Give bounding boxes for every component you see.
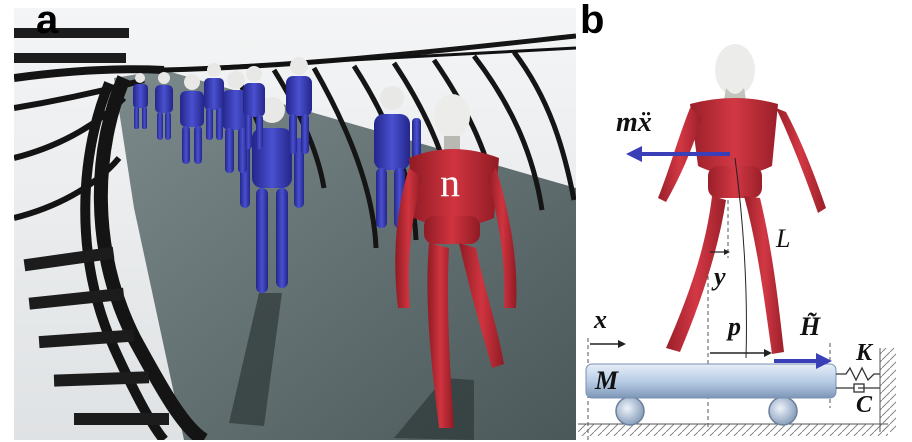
mass-label: M (595, 366, 619, 395)
red-figure (658, 44, 826, 354)
panel-a-label: a (36, 0, 59, 42)
y-label: y (714, 262, 726, 291)
p-label: p (728, 312, 741, 341)
blue-pedestrian (286, 57, 312, 154)
length-label: L (776, 224, 791, 253)
panel-b-label: b (580, 0, 605, 42)
pedestrian-shadows (229, 293, 474, 440)
damping-label: C (856, 392, 873, 418)
bridge-beam (585, 363, 837, 399)
panel-b-schematic (578, 8, 904, 440)
H-label: H̃ (800, 312, 821, 341)
damper (836, 383, 880, 393)
blue-pedestrian (155, 72, 173, 140)
ground (578, 424, 888, 436)
stiffness-label: K (856, 340, 873, 366)
spring (836, 366, 880, 382)
blue-pedestrian (243, 66, 265, 149)
left-fins (14, 28, 169, 425)
panel-a-scene: n (14, 8, 576, 440)
blue-pedestrian (204, 63, 224, 140)
blue-pedestrian (180, 74, 204, 164)
x-label: x (594, 305, 607, 334)
left-railing (14, 65, 208, 440)
red-pedestrian (395, 94, 517, 428)
blue-pedestrian (133, 73, 148, 129)
inertial-force-label: mẍ (616, 107, 652, 138)
walker-letter: n (440, 160, 460, 205)
wheel-left (615, 396, 645, 426)
blue-pedestrian-crowd (133, 57, 421, 293)
wall (880, 348, 896, 432)
wheel-right (768, 396, 798, 426)
